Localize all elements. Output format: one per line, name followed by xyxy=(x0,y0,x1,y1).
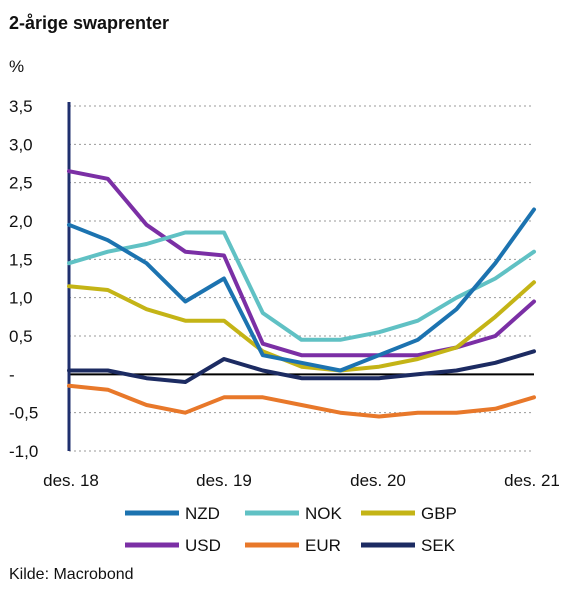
y-tick-label: 1,5 xyxy=(9,250,33,269)
series-line-sek xyxy=(67,349,536,384)
series-line-usd xyxy=(67,169,536,358)
legend-label-usd: USD xyxy=(185,536,221,555)
series-group xyxy=(67,169,536,419)
y-tick-label: -1,0 xyxy=(9,442,38,461)
source-note: Kilde: Macrobond xyxy=(9,566,134,583)
legend-label-gbp: GBP xyxy=(421,504,457,523)
series-line-gbp xyxy=(67,280,536,373)
y-tick-label: 3,5 xyxy=(9,97,33,116)
chart-title: 2-årige swaprenter xyxy=(9,13,169,33)
x-tick-label: des. 19 xyxy=(196,471,252,490)
series-line-nok xyxy=(67,230,536,342)
grid xyxy=(69,105,534,452)
y-tick-label: 2,5 xyxy=(9,174,33,193)
legend-label-nzd: NZD xyxy=(185,504,220,523)
y-tick-label: -0,5 xyxy=(9,404,38,423)
legend-label-nok: NOK xyxy=(305,504,343,523)
legend-label-sek: SEK xyxy=(421,536,456,555)
x-tick-label: des. 21 xyxy=(504,471,560,490)
y-tick-label: 0,5 xyxy=(9,327,33,346)
legend-label-eur: EUR xyxy=(305,536,341,555)
y-tick-label: 3,0 xyxy=(9,135,33,154)
x-tick-label: des. 20 xyxy=(350,471,406,490)
legend: NZD NOK GBP USD EUR SEK xyxy=(125,504,457,555)
x-tick-label: des. 18 xyxy=(43,471,99,490)
x-tick-labels: des. 18 des. 19 des. 20 des. 21 xyxy=(43,471,560,490)
y-tick-label: 1,0 xyxy=(9,289,33,308)
series-line-eur xyxy=(67,383,536,419)
series-line-nzd xyxy=(67,207,536,373)
y-tick-labels: 3,5 3,0 2,5 2,0 1,5 1,0 0,5 - -0,5 -1,0 xyxy=(9,97,38,461)
axes xyxy=(67,102,534,451)
y-tick-label: 2,0 xyxy=(9,212,33,231)
y-tick-label: - xyxy=(9,365,15,384)
y-axis-unit: % xyxy=(9,57,24,76)
